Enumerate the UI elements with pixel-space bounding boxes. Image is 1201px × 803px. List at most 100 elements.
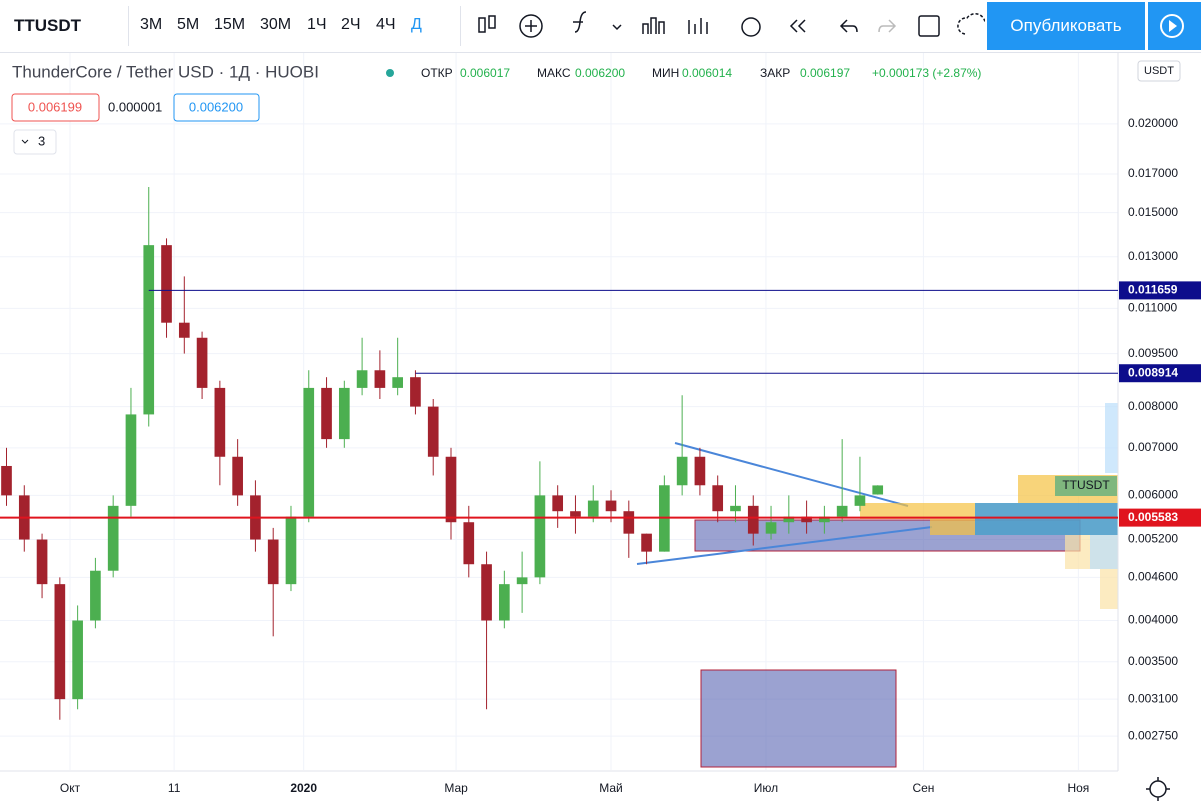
candles <box>1 186 884 720</box>
timeframe[interactable]: 30М <box>260 16 292 33</box>
candle-body <box>587 500 599 517</box>
toolbar: TTUSDT 3М 5М 15М 30М 1Ч 2Ч 4Ч Д Опублико… <box>0 0 1201 53</box>
y-tick-label: 0.015000 <box>1128 205 1178 219</box>
timeframe[interactable]: 15М <box>214 16 246 33</box>
legend-value: 0.006017 <box>460 66 510 80</box>
volume-rectangle <box>700 669 897 768</box>
volume-profile <box>860 403 1118 609</box>
candle-body <box>90 570 101 621</box>
timeframe[interactable]: 4Ч <box>376 16 396 33</box>
candle-body <box>445 456 457 523</box>
settings-icon[interactable] <box>1146 777 1170 801</box>
layout-icon[interactable] <box>918 15 940 37</box>
x-tick-label: Мар <box>444 781 468 795</box>
candle-body <box>765 522 777 534</box>
candle-body <box>499 584 510 621</box>
x-tick-label: Ноя <box>1067 781 1089 795</box>
y-tick-label: 0.004000 <box>1128 613 1178 627</box>
candle-body <box>285 516 297 585</box>
price-label-box <box>1119 508 1201 527</box>
bid: 0.006199 <box>28 99 82 114</box>
candle-body <box>463 522 475 565</box>
candle-body <box>410 377 421 407</box>
candle-body <box>819 516 830 523</box>
candle-body <box>178 322 190 338</box>
y-tick-label: 0.017000 <box>1128 166 1178 180</box>
separator <box>460 6 461 46</box>
play-button[interactable] <box>1148 2 1201 50</box>
candle-body <box>267 539 279 585</box>
candle-body <box>303 387 315 517</box>
x-tick-label: 11 <box>168 781 181 795</box>
trend-line <box>636 526 933 565</box>
price-label: 0.005583 <box>1128 510 1178 524</box>
chart-type-icon[interactable] <box>478 17 486 33</box>
candle-body <box>801 516 812 523</box>
candle-body <box>427 406 439 457</box>
bid-box[interactable] <box>11 93 100 122</box>
y-tick-label: 0.009500 <box>1128 346 1178 360</box>
ask-box[interactable] <box>173 93 260 122</box>
candle-body <box>374 370 386 388</box>
legend-value: 0.006014 <box>682 66 732 80</box>
timeframe[interactable]: 5М <box>177 16 200 33</box>
ask: 0.006200 <box>189 99 243 114</box>
candle-body <box>570 511 581 517</box>
symbol[interactable]: TTUSDT <box>14 16 82 35</box>
legend-change: +0.000173 (+2.87%) <box>872 66 981 80</box>
chart: USDT ThunderCore / Tether USD · 1Д · HUO… <box>0 53 1201 801</box>
timeframe[interactable]: Д <box>411 16 422 33</box>
candle-body <box>516 577 528 585</box>
y-tick-label: 0.020000 <box>1128 116 1178 130</box>
indicators-toggle[interactable] <box>13 129 57 155</box>
fx-icon[interactable] <box>573 11 587 33</box>
timeframe[interactable]: 3М <box>140 16 163 33</box>
legend-label: МИН <box>652 66 679 80</box>
x-tick-label: Сен <box>912 781 934 795</box>
candle-body <box>161 245 172 323</box>
candle-body <box>232 456 243 496</box>
candle-body <box>694 456 706 486</box>
status-dot <box>386 69 394 77</box>
y-tick-label: 0.008000 <box>1128 399 1178 413</box>
separator <box>128 6 129 46</box>
x-tick-label: Окт <box>60 781 81 795</box>
y-tick-label: 0.002750 <box>1128 728 1178 742</box>
candle-body <box>143 245 155 415</box>
undo-icon[interactable] <box>839 19 858 33</box>
indicator-icon[interactable] <box>519 14 543 38</box>
candle-body <box>872 485 884 495</box>
timeframe[interactable]: 2Ч <box>341 16 361 33</box>
legend-label: ОТКР <box>421 66 453 80</box>
candle-body <box>552 495 564 512</box>
compare-icon[interactable] <box>688 18 708 34</box>
currency-box[interactable] <box>1137 60 1181 82</box>
candle-body <box>338 387 350 440</box>
spread: 0.000001 <box>108 99 162 114</box>
price-label: 0.011659 <box>1128 283 1178 297</box>
candle-body <box>107 505 119 571</box>
y-tick-label: 0.003500 <box>1128 654 1178 668</box>
y-tick-label: 0.004600 <box>1128 570 1178 584</box>
candle-body <box>623 511 635 534</box>
y-tick-label: 0.003100 <box>1128 691 1178 705</box>
candle-body <box>72 620 83 700</box>
play-icon <box>1160 14 1184 38</box>
publish-button[interactable]: Опубликовать <box>987 2 1145 50</box>
bars-icon[interactable] <box>642 17 665 34</box>
y-tick-label: 0.011000 <box>1128 301 1177 315</box>
candle-body <box>676 456 688 486</box>
price-label-box <box>1119 281 1201 300</box>
redo-icon[interactable] <box>878 19 897 33</box>
candle-body <box>534 495 546 578</box>
timeframe[interactable]: 1Ч <box>307 16 327 33</box>
x-tick-label: Июл <box>754 781 778 795</box>
candle-body <box>1 465 12 496</box>
candle-body <box>196 337 208 388</box>
toolbar-icons <box>478 11 985 38</box>
replay-icon[interactable] <box>789 19 806 33</box>
alert-icon[interactable] <box>741 17 761 37</box>
cloud-icon[interactable] <box>957 13 985 35</box>
currency: USDT <box>1144 65 1174 77</box>
